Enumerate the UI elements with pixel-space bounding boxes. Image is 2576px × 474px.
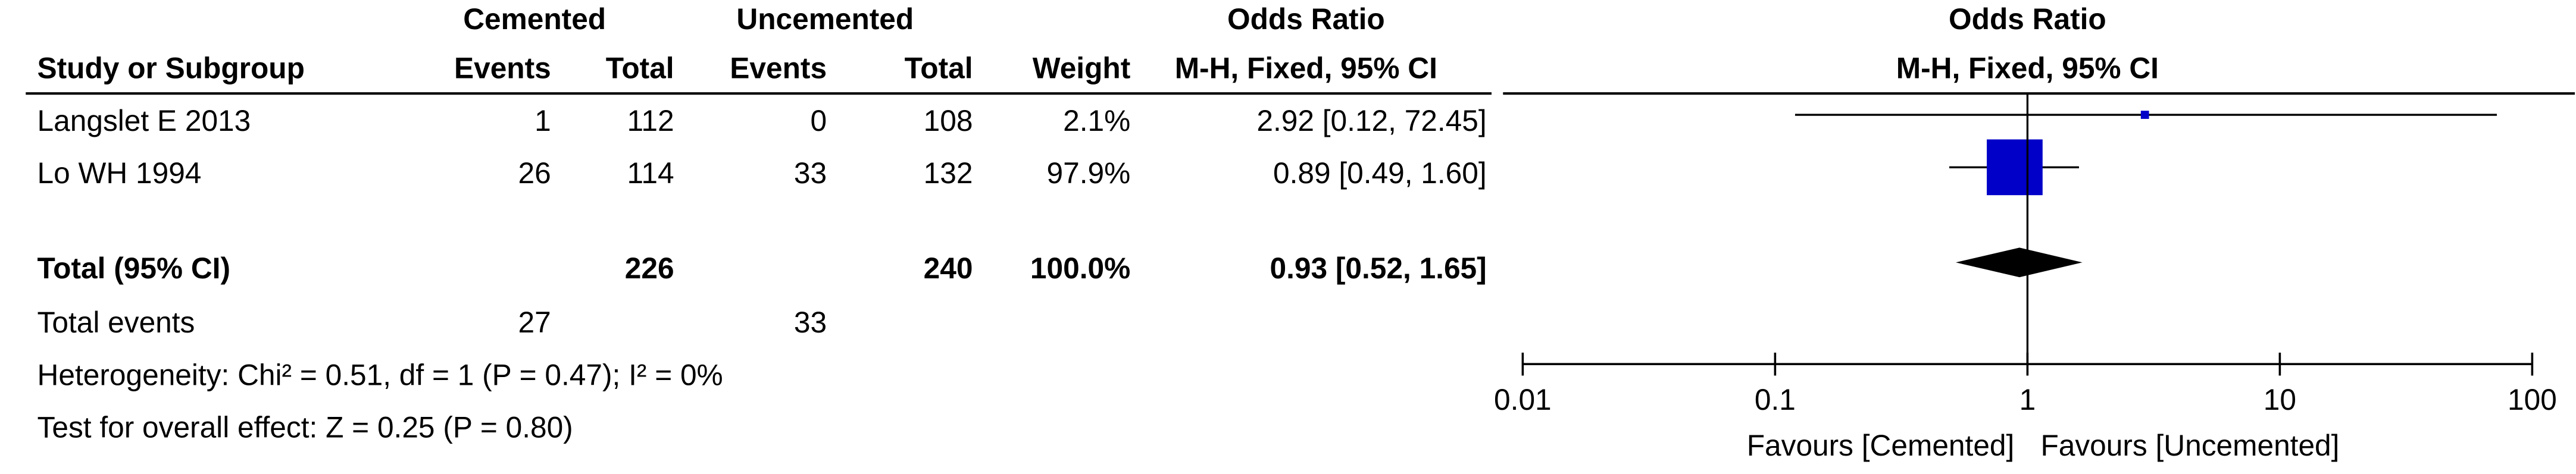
column-header: M-H, Fixed, 95% CI [1175, 52, 1437, 85]
study-square [1987, 139, 2043, 196]
ci-label: 0.89 [0.49, 1.60] [1273, 156, 1487, 190]
total-cell: 100.0% [1030, 252, 1130, 285]
x-label-right: Favours [Uncemented] [2040, 429, 2339, 462]
column-header: Study or Subgroup [37, 52, 305, 85]
table-cell: 26 [518, 156, 551, 190]
plot-subtitle: M-H, Fixed, 95% CI [1896, 52, 2159, 85]
column-header: Events [730, 52, 827, 85]
table-cell: 108 [924, 104, 973, 137]
group-header: Uncemented [736, 2, 914, 36]
plot-title: Odds Ratio [1949, 2, 2106, 36]
weight-label: 97.9% [1047, 156, 1131, 190]
total-events-cell: 33 [794, 306, 827, 339]
heterogeneity: Heterogeneity: Chi² = 0.51, df = 1 (P = … [37, 358, 723, 391]
table-cell: Lo WH 1994 [37, 156, 202, 190]
table-cell: 112 [627, 104, 674, 137]
ci-label: 2.92 [0.12, 72.45] [1256, 104, 1486, 137]
table-cell: 132 [924, 156, 973, 190]
table-cell: 114 [627, 156, 674, 190]
total-cell: Total (95% CI) [37, 252, 230, 285]
study-square [2140, 111, 2149, 119]
total-ci-label: 0.93 [0.52, 1.65] [1270, 252, 1487, 285]
column-header: Total [606, 52, 674, 85]
overall-effect: Test for overall effect: Z = 0.25 (P = 0… [37, 411, 573, 444]
total-diamond [1955, 247, 2083, 278]
table-cell: 33 [794, 156, 827, 190]
x-label-left: Favours [Cemented] [1747, 429, 2015, 462]
group-header: Odds Ratio [1227, 2, 1385, 36]
table-cell: 0 [810, 104, 827, 137]
total-events-cell: Total events [37, 306, 195, 339]
x-tick-label: 0.1 [1755, 383, 1796, 416]
total-cell: 226 [625, 252, 674, 285]
weight-label: 2.1% [1063, 104, 1130, 137]
group-header: Cemented [463, 2, 606, 36]
x-tick-label: 1 [2019, 383, 2036, 416]
total-cell: 240 [924, 252, 973, 285]
total-events-cell: 27 [518, 306, 551, 339]
x-tick-label: 10 [2264, 383, 2296, 416]
x-tick-label: 100 [2508, 383, 2557, 416]
table-cell: Langslet E 2013 [37, 104, 251, 137]
column-header: Events [454, 52, 551, 85]
column-header: Weight [1033, 52, 1130, 85]
table-cell: 1 [534, 104, 551, 137]
column-header: Total [905, 52, 973, 85]
x-tick-label: 0.01 [1494, 383, 1552, 416]
